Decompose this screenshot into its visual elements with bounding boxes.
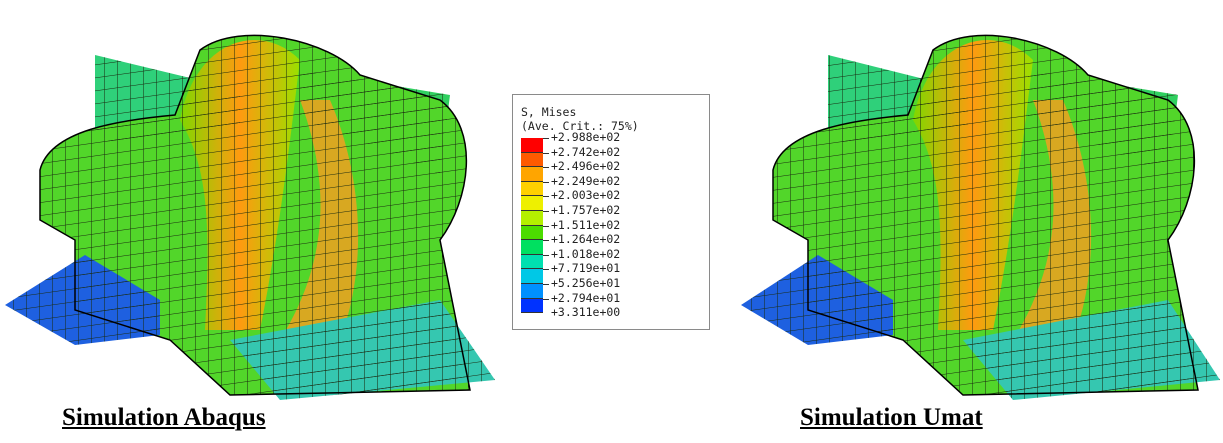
legend-tick xyxy=(543,138,549,139)
legend-row: +2.742e+02 xyxy=(521,145,620,168)
umat-mesh-figure xyxy=(741,34,1220,400)
abaqus-mesh-figure xyxy=(5,34,495,400)
legend-swatch xyxy=(521,298,543,314)
legend-swatch xyxy=(521,254,543,270)
legend-level-label: +1.757e+02 xyxy=(551,202,621,217)
legend-level-label: +2.249e+02 xyxy=(551,173,621,188)
legend-swatch xyxy=(521,210,543,226)
abaqus-contour-plot xyxy=(0,0,500,405)
legend-swatch xyxy=(521,138,543,153)
legend-tick xyxy=(543,283,549,285)
legend-row: +1.264e+02 xyxy=(521,233,620,255)
legend-swatch xyxy=(521,196,543,211)
stress-legend: S, Mises (Ave. Crit.: 75%) +2.988e+02 +2.… xyxy=(512,94,710,330)
legend-tick xyxy=(543,210,549,212)
legend-level-label: +2.794e+01 xyxy=(551,290,621,305)
caption-abaqus: Simulation Abaqus xyxy=(62,404,266,431)
legend-level-label: +2.003e+02 xyxy=(551,188,621,203)
legend-level-label: +2.496e+02 xyxy=(551,159,621,174)
legend-level-label: +3.311e+00 xyxy=(551,305,621,320)
legend-subtitle: (Ave. Crit.: 75%) xyxy=(521,119,639,133)
legend-row: +2.249e+02 xyxy=(521,174,620,197)
caption-umat: Simulation Umat xyxy=(800,404,983,431)
legend-swatch xyxy=(521,240,543,255)
legend-level-label: +2.988e+02 xyxy=(551,130,621,144)
legend-level-label: +2.742e+02 xyxy=(551,144,621,159)
legend-level-label: +1.511e+02 xyxy=(551,217,621,232)
legend-row: +1.757e+02 xyxy=(521,203,620,226)
legend-tick xyxy=(543,196,549,198)
legend-swatch xyxy=(521,152,543,168)
legend-swatch xyxy=(521,269,543,284)
legend-swatch xyxy=(521,181,543,197)
legend-title: S, Mises xyxy=(521,105,577,119)
legend-level-label: +1.018e+02 xyxy=(551,246,621,261)
legend-tick xyxy=(543,225,549,227)
legend-tick xyxy=(543,240,549,242)
legend-tick xyxy=(543,181,549,183)
legend-level-label: +1.264e+02 xyxy=(551,232,621,247)
legend-row: +1.018e+02 xyxy=(521,247,620,270)
legend-tick xyxy=(543,269,549,271)
legend-tick xyxy=(543,167,549,169)
legend-color-scale: +2.988e+02 +2.742e+02 +2.496e+02 +2.249e+02… xyxy=(521,131,620,326)
legend-swatch xyxy=(521,225,543,241)
legend-row: +1.511e+02 xyxy=(521,218,620,241)
legend-tick xyxy=(543,298,549,300)
legend-row: +2.794e+01 xyxy=(521,291,620,314)
legend-tick xyxy=(543,152,549,154)
legend-row: +2.003e+02 xyxy=(521,189,620,211)
legend-row: +5.256e+01 xyxy=(521,276,620,299)
legend-swatch xyxy=(521,283,543,299)
umat-contour-plot xyxy=(738,0,1223,405)
legend-tick xyxy=(543,254,549,256)
legend-level-label: +5.256e+01 xyxy=(551,275,621,290)
legend-swatch xyxy=(521,167,543,182)
legend-level-label: +7.719e+01 xyxy=(551,261,621,276)
legend-row: +2.496e+02 xyxy=(521,160,620,182)
legend-row: +7.719e+01 xyxy=(521,262,620,284)
legend-row: +2.988e+02 xyxy=(521,131,620,153)
